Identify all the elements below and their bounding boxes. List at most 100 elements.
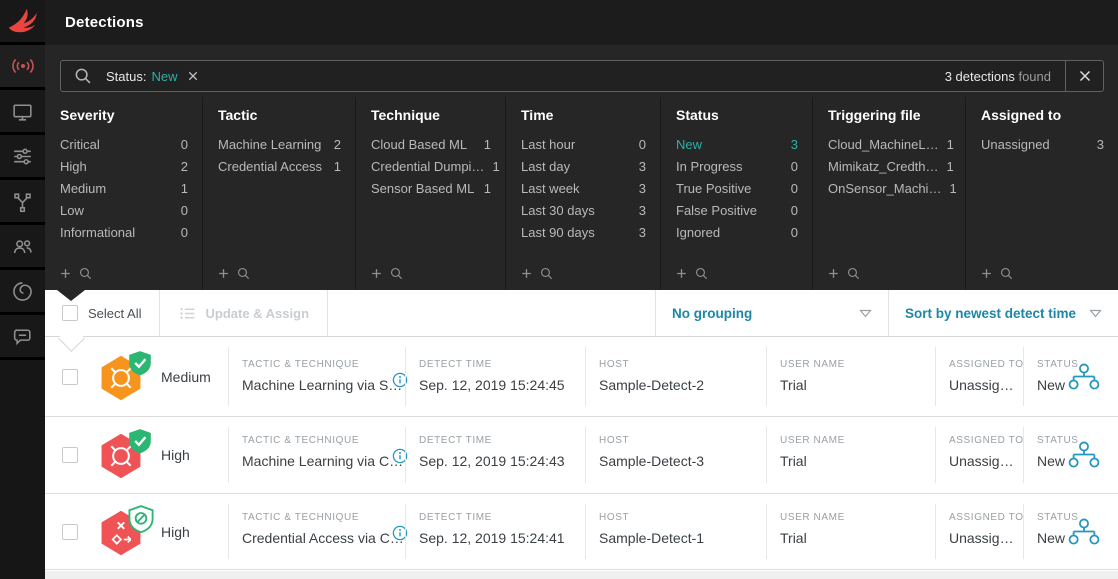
filter-item[interactable]: Medium 1 xyxy=(60,181,188,196)
add-filter-button[interactable] xyxy=(60,266,93,281)
sidebar-item-investigate[interactable] xyxy=(0,180,45,225)
filter-column-technique: Technique Cloud Based ML 1 Credential Dum… xyxy=(355,97,505,290)
plus-icon xyxy=(218,268,229,279)
filter-item[interactable]: False Positive 0 xyxy=(676,203,798,218)
filter-item[interactable]: Critical 0 xyxy=(60,137,188,152)
sidebar-item-hosts[interactable] xyxy=(0,90,45,135)
cell-divider xyxy=(228,504,229,559)
table-row[interactable]: Medium TACTIC & TECHNIQUE Machine Learni… xyxy=(45,337,1118,417)
sidebar-item-configuration[interactable] xyxy=(0,135,45,180)
crowdstrike-logo[interactable] xyxy=(0,0,45,45)
filter-item[interactable]: Mimikatz_Credth… 1 xyxy=(828,159,954,174)
chevron-down-icon xyxy=(1089,309,1102,318)
filter-columns: Severity Critical 0 High 2 Medium 1 Low 0 In… xyxy=(45,97,1118,290)
sidebar-item-users[interactable] xyxy=(0,225,45,270)
update-assign-button[interactable]: Update & Assign xyxy=(179,305,309,322)
plus-icon xyxy=(521,268,532,279)
host-value: Sample-Detect-3 xyxy=(599,453,705,469)
cell-divider xyxy=(935,347,936,406)
filter-item[interactable]: Last 90 days 3 xyxy=(521,225,646,240)
table-row[interactable]: High TACTIC & TECHNIQUE Machine Learning… xyxy=(45,417,1118,494)
sidebar-item-support[interactable] xyxy=(0,315,45,360)
select-all-control[interactable]: Select All xyxy=(62,305,141,321)
column-label: HOST xyxy=(599,512,630,523)
process-tree-icon[interactable] xyxy=(1067,517,1101,546)
host-cell: HOST Sample-Detect-1 xyxy=(599,512,766,546)
grouping-dropdown[interactable]: No grouping xyxy=(655,290,888,336)
process-tree-icon[interactable] xyxy=(1067,441,1101,470)
filter-item[interactable]: Last day 3 xyxy=(521,159,646,174)
panel-pointer xyxy=(57,290,85,301)
filter-item[interactable]: Low 0 xyxy=(60,203,188,218)
filter-item[interactable]: Machine Learning 2 xyxy=(218,137,341,152)
sidebar-item-detections[interactable] xyxy=(0,45,45,90)
filter-item[interactable]: Cloud_MachineL… 1 xyxy=(828,137,954,152)
search-icon xyxy=(846,266,861,281)
column-label: STATUS xyxy=(1037,512,1079,523)
filter-chip-value[interactable]: New xyxy=(151,68,178,84)
detect-time-cell: DETECT TIME Sep. 12, 2019 15:24:41 xyxy=(419,512,585,546)
search-icon xyxy=(694,266,709,281)
filter-item[interactable]: OnSensor_Machi… 1 xyxy=(828,181,957,196)
row-checkbox[interactable] xyxy=(62,368,78,385)
row-checkbox[interactable] xyxy=(62,523,78,540)
add-filter-button[interactable] xyxy=(371,266,404,281)
process-tree-icon[interactable] xyxy=(1067,362,1101,391)
add-filter-button[interactable] xyxy=(828,266,861,281)
column-label: DETECT TIME xyxy=(419,359,492,370)
filter-item[interactable]: In Progress 0 xyxy=(676,159,798,174)
select-all-checkbox[interactable] xyxy=(62,305,78,321)
filter-item[interactable]: Sensor Based ML 1 xyxy=(371,181,491,196)
severity-label: High xyxy=(161,523,190,540)
detect-time-cell: DETECT TIME Sep. 12, 2019 15:24:45 xyxy=(419,359,585,393)
search-bar[interactable]: Status: New 3 detections found xyxy=(60,60,1104,92)
cell-divider xyxy=(935,427,936,483)
filter-item[interactable]: Cloud Based ML 1 xyxy=(371,137,491,152)
add-filter-button[interactable] xyxy=(218,266,251,281)
filter-item[interactable]: True Positive 0 xyxy=(676,181,798,196)
assigned-value: Unassig… xyxy=(949,453,1014,469)
select-all-label: Select All xyxy=(88,305,142,321)
filter-column-severity: Severity Critical 0 High 2 Medium 1 Low 0 In… xyxy=(45,97,202,290)
add-filter-button[interactable] xyxy=(521,266,554,281)
sort-dropdown[interactable]: Sort by newest detect time xyxy=(888,290,1118,336)
monitor-icon xyxy=(10,99,35,124)
bottom-strip xyxy=(45,571,1118,579)
filter-item[interactable]: Last 30 days 3 xyxy=(521,203,646,218)
filter-item[interactable]: Last week 3 xyxy=(521,181,646,196)
add-filter-button[interactable] xyxy=(676,266,709,281)
filter-column-tactic: Tactic Machine Learning 2 Credential Acce… xyxy=(202,97,355,290)
status-cell: STATUS New xyxy=(1037,435,1087,469)
detect-time-cell: DETECT TIME Sep. 12, 2019 15:24:43 xyxy=(419,435,585,469)
sidebar-item-intel[interactable] xyxy=(0,270,45,315)
shield-check-icon xyxy=(128,350,152,377)
search-icon xyxy=(78,266,93,281)
status-value: New xyxy=(1037,377,1066,393)
cell-divider xyxy=(405,347,406,406)
row-checkbox[interactable] xyxy=(62,447,78,463)
filter-item-active[interactable]: New 3 xyxy=(676,137,798,152)
filter-item[interactable]: Informational 0 xyxy=(60,225,188,240)
toolbar-divider xyxy=(159,290,161,336)
user-cell: USER NAME Trial xyxy=(780,435,935,469)
filter-title: Assigned to xyxy=(981,107,1062,123)
table-row[interactable]: High TACTIC & TECHNIQUE Credential Acces… xyxy=(45,494,1118,570)
clear-search-button[interactable] xyxy=(1065,61,1103,91)
column-label: USER NAME xyxy=(780,512,845,523)
filter-item[interactable]: Ignored 0 xyxy=(676,225,798,240)
column-label: DETECT TIME xyxy=(419,512,492,523)
status-cell: STATUS New xyxy=(1037,359,1087,393)
spiral-icon xyxy=(10,279,35,304)
list-icon xyxy=(179,305,196,322)
shield-check-icon xyxy=(128,428,152,455)
filter-item[interactable]: Unassigned 3 xyxy=(981,137,1104,152)
filter-item[interactable]: High 2 xyxy=(60,159,188,174)
sliders-icon xyxy=(10,144,35,169)
add-filter-button[interactable] xyxy=(981,266,1014,281)
filter-item[interactable]: Last hour 0 xyxy=(521,137,646,152)
filter-column-triggering-file: Triggering file Cloud_MachineL… 1 Mimikat… xyxy=(812,97,965,290)
search-icon xyxy=(539,266,554,281)
filter-item[interactable]: Credential Access 1 xyxy=(218,159,341,174)
filter-chip-remove-button[interactable] xyxy=(188,71,198,81)
filter-item[interactable]: Credential Dumpi… 1 xyxy=(371,159,500,174)
